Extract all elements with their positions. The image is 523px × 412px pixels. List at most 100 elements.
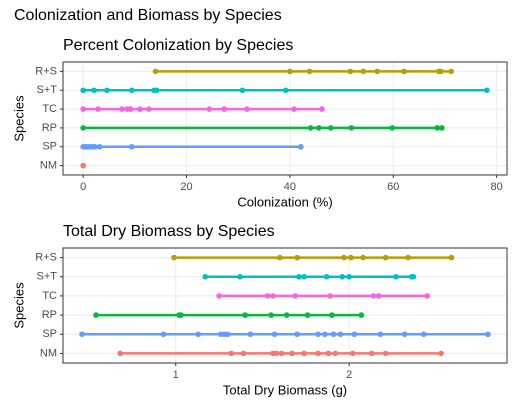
- data-point: [315, 350, 321, 357]
- data-point: [287, 68, 293, 75]
- data-point: [448, 254, 455, 261]
- data-point: [160, 331, 167, 338]
- x-tick-label: 60: [387, 181, 399, 193]
- data-point: [119, 106, 125, 112]
- data-point: [375, 293, 382, 299]
- x-tick-label: 20: [180, 181, 192, 193]
- x-tick-label: 0: [80, 181, 86, 193]
- x-tick-label: 40: [284, 181, 296, 193]
- data-point: [239, 87, 246, 94]
- data-point: [117, 350, 124, 357]
- data-point: [420, 331, 427, 338]
- data-point: [296, 273, 302, 280]
- data-point: [146, 106, 152, 112]
- data-point: [178, 312, 184, 318]
- data-point: [96, 143, 103, 150]
- data-point: [294, 331, 300, 338]
- y-axis-label: Species: [11, 282, 26, 329]
- data-point: [389, 125, 396, 131]
- data-point: [128, 143, 135, 150]
- data-point: [307, 125, 314, 131]
- data-point: [206, 106, 213, 112]
- data-point: [438, 350, 444, 357]
- data-point: [224, 331, 231, 338]
- data-point: [301, 350, 307, 357]
- data-point: [377, 331, 384, 338]
- data-point: [264, 293, 271, 299]
- data-point: [202, 273, 209, 280]
- data-point: [79, 331, 85, 338]
- data-point: [289, 350, 295, 357]
- data-point: [316, 125, 322, 131]
- data-point: [401, 331, 408, 338]
- data-point: [346, 273, 352, 280]
- data-point: [341, 254, 347, 261]
- data-point: [93, 312, 99, 318]
- data-point: [349, 350, 356, 357]
- data-point: [325, 350, 332, 357]
- y-tick-label: R+S: [35, 251, 57, 263]
- panel-border: [62, 247, 508, 364]
- data-point: [80, 162, 86, 169]
- y-tick-label: RP: [42, 122, 57, 134]
- data-point: [438, 68, 444, 75]
- data-point: [195, 331, 202, 338]
- data-point: [382, 350, 389, 357]
- data-point: [268, 312, 274, 318]
- data-point: [294, 254, 300, 261]
- data-point: [358, 312, 365, 318]
- data-point: [360, 254, 366, 261]
- y-tick-label: SP: [42, 141, 57, 153]
- data-point: [329, 312, 335, 318]
- y-tick-label: S+T: [37, 84, 58, 96]
- data-point: [319, 106, 325, 112]
- data-point: [95, 106, 101, 112]
- data-point: [439, 125, 445, 131]
- data-point: [216, 293, 222, 299]
- data-point: [92, 143, 98, 150]
- data-point: [327, 125, 334, 131]
- x-axis-label: Total Dry Biomass (g): [223, 382, 347, 397]
- data-point: [360, 68, 367, 75]
- data-point: [247, 331, 254, 338]
- data-point: [291, 106, 297, 112]
- data-point: [401, 68, 407, 75]
- data-point: [351, 331, 358, 338]
- data-point: [270, 293, 276, 299]
- data-point: [337, 331, 344, 338]
- data-point: [271, 331, 278, 338]
- data-point: [282, 87, 289, 94]
- data-point: [80, 125, 86, 131]
- data-point: [153, 87, 160, 94]
- data-point: [273, 350, 280, 357]
- y-tick-label: RP: [42, 309, 57, 321]
- data-point: [370, 293, 377, 299]
- data-point: [327, 293, 333, 299]
- data-point: [242, 312, 248, 318]
- y-tick-label: TC: [42, 290, 57, 302]
- data-point: [448, 68, 454, 75]
- data-point: [80, 106, 86, 112]
- data-point: [332, 350, 339, 357]
- data-point: [297, 143, 304, 150]
- x-tick-label: 1: [173, 369, 179, 381]
- data-point: [237, 273, 243, 280]
- x-tick-label: 80: [491, 181, 503, 193]
- data-point: [410, 273, 417, 280]
- data-point: [276, 254, 283, 261]
- data-point: [301, 273, 307, 280]
- data-point: [323, 273, 330, 280]
- data-point: [348, 254, 354, 261]
- data-point: [244, 106, 250, 112]
- data-point: [292, 293, 299, 299]
- data-point: [283, 312, 290, 318]
- y-tick-label: SP: [42, 328, 57, 340]
- data-point: [228, 350, 235, 357]
- data-point: [368, 350, 375, 357]
- data-point: [315, 331, 321, 338]
- data-point: [152, 68, 159, 75]
- x-tick-label: 2: [346, 369, 352, 381]
- data-point: [393, 273, 399, 280]
- panel-title: Total Dry Biomass by Species: [63, 223, 275, 240]
